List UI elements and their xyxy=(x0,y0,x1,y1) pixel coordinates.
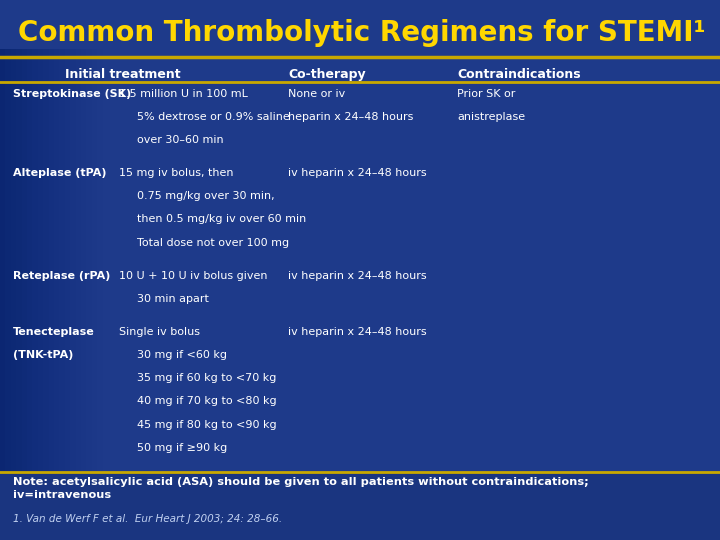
Bar xyxy=(0,0,22,540)
Text: 40 mg if 70 kg to <80 kg: 40 mg if 70 kg to <80 kg xyxy=(137,396,276,407)
Bar xyxy=(0,0,102,540)
Bar xyxy=(0,0,60,540)
Text: iv heparin x 24–48 hours: iv heparin x 24–48 hours xyxy=(288,168,427,178)
FancyBboxPatch shape xyxy=(0,0,720,49)
Text: anistreplase: anistreplase xyxy=(457,112,526,122)
Text: 1.5 million U in 100 mL: 1.5 million U in 100 mL xyxy=(119,89,248,99)
Text: 5% dextrose or 0.9% saline: 5% dextrose or 0.9% saline xyxy=(137,112,289,122)
Text: 30 min apart: 30 min apart xyxy=(137,294,209,304)
Bar xyxy=(0,0,11,540)
Text: Reteplase (rPA): Reteplase (rPA) xyxy=(13,271,110,281)
Bar xyxy=(0,0,49,540)
Bar xyxy=(0,0,37,540)
Text: Streptokinase (SK): Streptokinase (SK) xyxy=(13,89,131,99)
Text: then 0.5 mg/kg iv over 60 min: then 0.5 mg/kg iv over 60 min xyxy=(137,214,306,225)
Text: Note: acetylsalicylic acid (ASA) should be given to all patients without contrai: Note: acetylsalicylic acid (ASA) should … xyxy=(13,477,589,501)
Text: Single iv bolus: Single iv bolus xyxy=(119,327,200,337)
Bar xyxy=(0,0,92,540)
Bar xyxy=(0,0,81,540)
Text: heparin x 24–48 hours: heparin x 24–48 hours xyxy=(288,112,413,122)
Text: over 30–60 min: over 30–60 min xyxy=(137,135,223,145)
Text: Prior SK or: Prior SK or xyxy=(457,89,516,99)
Text: iv heparin x 24–48 hours: iv heparin x 24–48 hours xyxy=(288,327,427,337)
Text: 30 mg if <60 kg: 30 mg if <60 kg xyxy=(137,350,227,360)
Text: 35 mg if 60 kg to <70 kg: 35 mg if 60 kg to <70 kg xyxy=(137,373,276,383)
Bar xyxy=(0,0,16,540)
Text: Contraindications: Contraindications xyxy=(457,68,581,81)
Text: 10 U + 10 U iv bolus given: 10 U + 10 U iv bolus given xyxy=(119,271,267,281)
Bar xyxy=(0,0,32,540)
Text: Initial treatment: Initial treatment xyxy=(65,68,181,81)
Bar xyxy=(0,0,43,540)
Text: 15 mg iv bolus, then: 15 mg iv bolus, then xyxy=(119,168,233,178)
Bar xyxy=(0,0,6,540)
Text: Tenecteplase: Tenecteplase xyxy=(13,327,95,337)
Text: iv heparin x 24–48 hours: iv heparin x 24–48 hours xyxy=(288,271,427,281)
Text: (TNK-tPA): (TNK-tPA) xyxy=(13,350,73,360)
Text: None or iv: None or iv xyxy=(288,89,346,99)
Text: Alteplase (tPA): Alteplase (tPA) xyxy=(13,168,107,178)
Bar xyxy=(0,0,76,540)
Bar xyxy=(0,0,65,540)
Text: 45 mg if 80 kg to <90 kg: 45 mg if 80 kg to <90 kg xyxy=(137,420,276,430)
Text: 50 mg if ≥90 kg: 50 mg if ≥90 kg xyxy=(137,443,227,453)
FancyBboxPatch shape xyxy=(0,472,720,540)
Text: Common Thrombolytic Regimens for STEMI¹: Common Thrombolytic Regimens for STEMI¹ xyxy=(18,19,706,47)
Text: 0.75 mg/kg over 30 min,: 0.75 mg/kg over 30 min, xyxy=(137,191,274,201)
Bar xyxy=(0,0,27,540)
Bar xyxy=(0,0,97,540)
Bar xyxy=(0,0,71,540)
Text: Co-therapy: Co-therapy xyxy=(288,68,366,81)
Bar xyxy=(0,0,86,540)
Text: Total dose not over 100 mg: Total dose not over 100 mg xyxy=(137,238,289,248)
Text: 1. Van de Werf F et al.  Eur Heart J 2003; 24: 28–66.: 1. Van de Werf F et al. Eur Heart J 2003… xyxy=(13,514,282,524)
Bar xyxy=(0,0,54,540)
